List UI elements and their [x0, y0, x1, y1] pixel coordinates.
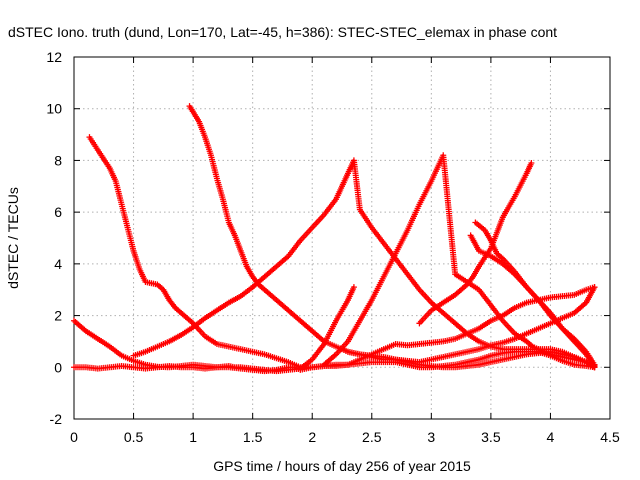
x-tick-label: 4: [547, 429, 555, 445]
data-point: [591, 364, 598, 371]
y-tick-label: 12: [46, 49, 62, 65]
y-tick-label: 10: [46, 101, 62, 117]
series: [339, 346, 598, 371]
y-tick-label: 4: [54, 256, 62, 272]
data-series: [71, 103, 598, 375]
y-tick-label: 6: [54, 204, 62, 220]
data-point: [350, 284, 357, 291]
x-axis-label: GPS time / hours of day 256 of year 2015: [213, 458, 471, 474]
chart-title: dSTEC Iono. truth (dund, Lon=170, Lat=-4…: [8, 24, 557, 40]
y-axis-label: dSTEC / TECUs: [5, 187, 21, 289]
x-tick-label: 4.5: [600, 429, 620, 445]
x-tick-label: 3.5: [481, 429, 501, 445]
x-tick-label: 0: [70, 429, 78, 445]
x-tick-label: 2: [308, 429, 316, 445]
plot-frame: [73, 56, 611, 420]
x-tick-label: 1: [189, 429, 197, 445]
y-tick-label: 0: [54, 359, 62, 375]
x-tick-label: 0.5: [124, 429, 144, 445]
series: [71, 284, 357, 375]
series: [130, 157, 598, 369]
data-point: [591, 284, 598, 291]
x-tick-label: 3: [427, 429, 435, 445]
y-tick-label: 2: [54, 308, 62, 324]
data-point: [528, 160, 535, 167]
y-tick-label: 8: [54, 152, 62, 168]
x-tick-label: 1.5: [243, 429, 263, 445]
x-axis: 0 0.5 1 1.5 2 2.5 3 3.5 4 4.5: [70, 57, 620, 445]
series: [321, 152, 598, 371]
x-tick-label: 2.5: [362, 429, 382, 445]
y-tick-label: -2: [50, 411, 63, 427]
series: [186, 103, 598, 366]
series: [472, 219, 598, 368]
y-axis: -2 0 2 4 6 8 10 12: [46, 49, 610, 427]
